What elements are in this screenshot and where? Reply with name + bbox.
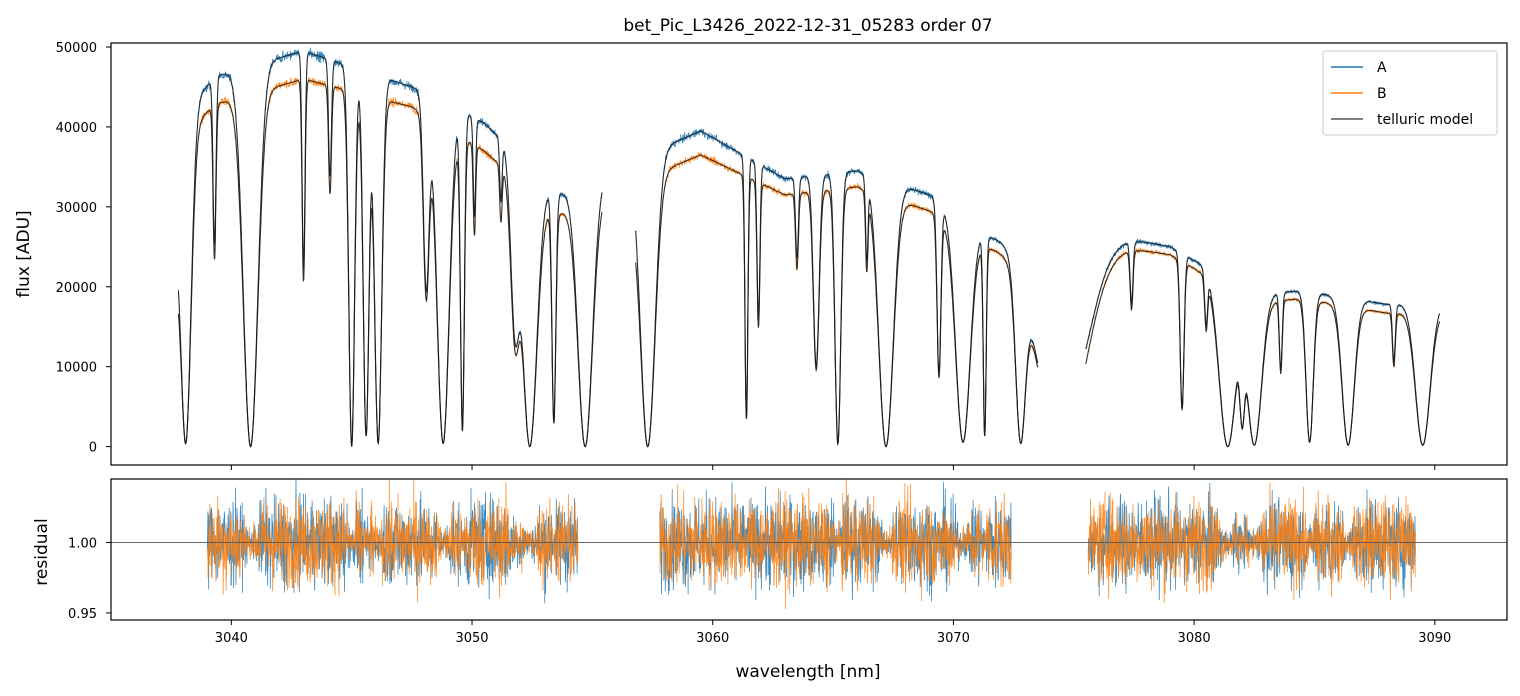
flux-x-ticks bbox=[230, 465, 1436, 470]
residual-x-tick-label: 3060 bbox=[696, 631, 729, 646]
residual-axes-frame bbox=[110, 478, 1508, 621]
flux-y-tick-label: 30000 bbox=[56, 201, 97, 216]
flux-y-axis-label: flux [ADU] bbox=[14, 210, 34, 297]
residual-y-tick-label: 0.95 bbox=[68, 607, 97, 622]
chart-title: bet_Pic_L3426_2022-12-31_05283 order 07 bbox=[623, 16, 992, 36]
legend-label-0: A bbox=[1377, 60, 1387, 76]
legend-label-2: telluric model bbox=[1377, 112, 1473, 128]
flux-y-tick-label: 40000 bbox=[56, 121, 97, 136]
flux-plot-area bbox=[177, 47, 1441, 448]
flux-y-tick-label: 10000 bbox=[56, 361, 97, 376]
flux-y-tick-label: 0 bbox=[89, 441, 97, 456]
residual-x-ticks: 3040 3050 3060 3070 3080 3090 bbox=[215, 620, 1451, 646]
legend-label-1: B bbox=[1377, 86, 1387, 102]
telluric-model-b-line bbox=[177, 79, 1441, 448]
residual-x-tick-label: 3080 bbox=[1178, 631, 1211, 646]
residual-x-tick-label: 3050 bbox=[455, 631, 488, 646]
flux-panel: 0 10000 20000 30000 40000 50000 flux [ADU] AB… bbox=[14, 41, 1508, 470]
residual-y-axis-label: residual bbox=[32, 518, 52, 585]
flux-y-ticks: 0 10000 20000 30000 40000 50000 bbox=[56, 41, 111, 456]
flux-y-tick-label: 20000 bbox=[56, 281, 97, 296]
residual-x-tick-label: 3070 bbox=[937, 631, 970, 646]
residual-x-tick-label: 3040 bbox=[215, 631, 248, 646]
residual-plot-area bbox=[111, 479, 1507, 610]
flux-axes-frame bbox=[110, 42, 1508, 466]
residual-x-tick-label: 3090 bbox=[1418, 631, 1451, 646]
residual-panel: 0.95 1.00 3040 3050 3060 3070 3080 3090 residu… bbox=[32, 478, 1508, 682]
residual-y-tick-label: 1.00 bbox=[68, 536, 97, 551]
x-axis-label: wavelength [nm] bbox=[735, 662, 880, 682]
flux-y-tick-label: 50000 bbox=[56, 41, 97, 56]
residual-y-ticks: 0.95 1.00 bbox=[68, 536, 111, 622]
